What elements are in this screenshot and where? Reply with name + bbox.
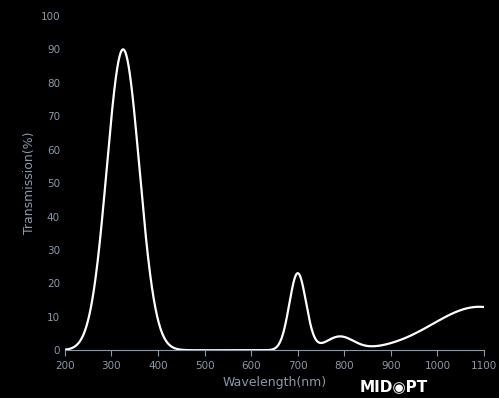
Text: MID◉PT: MID◉PT xyxy=(359,379,428,394)
Y-axis label: Transmission(%): Transmission(%) xyxy=(23,132,36,234)
X-axis label: Wavelength(nm): Wavelength(nm) xyxy=(223,376,326,389)
